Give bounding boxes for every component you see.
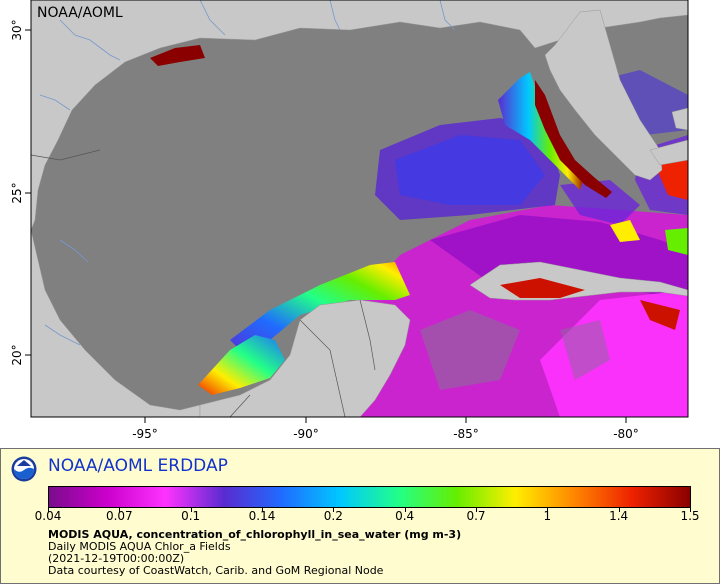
colorbar-tick-mark — [476, 508, 477, 512]
cuba-north-patch — [610, 220, 640, 242]
time-stamp: (2021-12-19T00:00:00Z) — [48, 552, 185, 565]
colorbar-tick-label: 1 — [543, 509, 552, 523]
bahamas-patch — [665, 228, 688, 255]
colorbar-tick-label: 0.4 — [395, 509, 415, 523]
florida-coast-bloom — [535, 80, 612, 198]
plot-frame — [30, 0, 689, 418]
colorbar-tick-mark — [547, 508, 549, 512]
colorbar-tick-mark — [119, 508, 121, 512]
colorbar-tick-mark — [618, 508, 620, 512]
noaa-logo-icon — [11, 456, 37, 482]
colorbar-tick-mark — [690, 508, 691, 512]
colorbar-tick-mark — [262, 508, 263, 512]
product-name: Daily MODIS AQUA Chlor_a Fields — [48, 540, 231, 553]
colorbar-tick-label: 1.5 — [680, 509, 700, 523]
lat-tick-label: 20° — [10, 344, 24, 365]
colorbar-tick-label: 0.07 — [105, 509, 133, 523]
lat-tick-label: 25° — [10, 182, 24, 203]
variable-title: MODIS AQUA, concentration_of_chlorophyll… — [48, 528, 462, 541]
map-panel: -95° -90° -85° -80° 30° 25° 20° NOAA/AOM… — [10, 0, 689, 441]
axis-ticks — [25, 29, 627, 423]
texas-shelf-bloom — [150, 45, 205, 66]
lon-tick-label: -85° — [453, 427, 479, 441]
rivers — [39, 0, 456, 346]
colorbar-tick-label: 0.04 — [34, 509, 62, 523]
colorbar — [48, 486, 691, 508]
colorbar-tick-mark — [333, 508, 335, 512]
cuba-south-bloom — [500, 278, 585, 298]
lon-tick-label: -95° — [132, 427, 158, 441]
data-credit: Data courtesy of CoastWatch, Carib. and … — [48, 564, 384, 577]
chlorophyll-map: -95° -90° -85° -80° 30° 25° 20° NOAA/AOM… — [10, 0, 689, 441]
lon-tick-label: -80° — [613, 427, 639, 441]
political-boundaries — [30, 149, 376, 418]
colorbar-tick-label: 0.2 — [323, 509, 343, 523]
bahamas-bank-patch — [655, 160, 688, 200]
colorbar-tick-mark — [190, 508, 192, 512]
land-masses — [30, 0, 689, 418]
legend-panel: NOAA/AOML ERDDAP MODIS AQUA, concentrati… — [0, 448, 720, 584]
colorbar-tick-label: 0.14 — [248, 509, 276, 523]
colorbar-tick-mark — [404, 508, 406, 512]
lon-tick-label: -90° — [293, 427, 319, 441]
yucatan-shelf-bloom — [230, 262, 410, 360]
brand-title: NOAA/AOML ERDDAP — [48, 456, 228, 476]
jamaica-area-bloom — [640, 300, 680, 330]
colorbar-tick-label: 0.1 — [181, 509, 201, 523]
campeche-coastal-bloom — [198, 335, 285, 395]
colorbar-tick-mark — [48, 508, 49, 512]
map-watermark: NOAA/AOML — [37, 5, 123, 21]
lat-tick-label: 30° — [10, 19, 24, 40]
colorbar-tick-label: 1.4 — [609, 509, 629, 523]
colorbar-tick-label: 0.7 — [466, 509, 486, 523]
